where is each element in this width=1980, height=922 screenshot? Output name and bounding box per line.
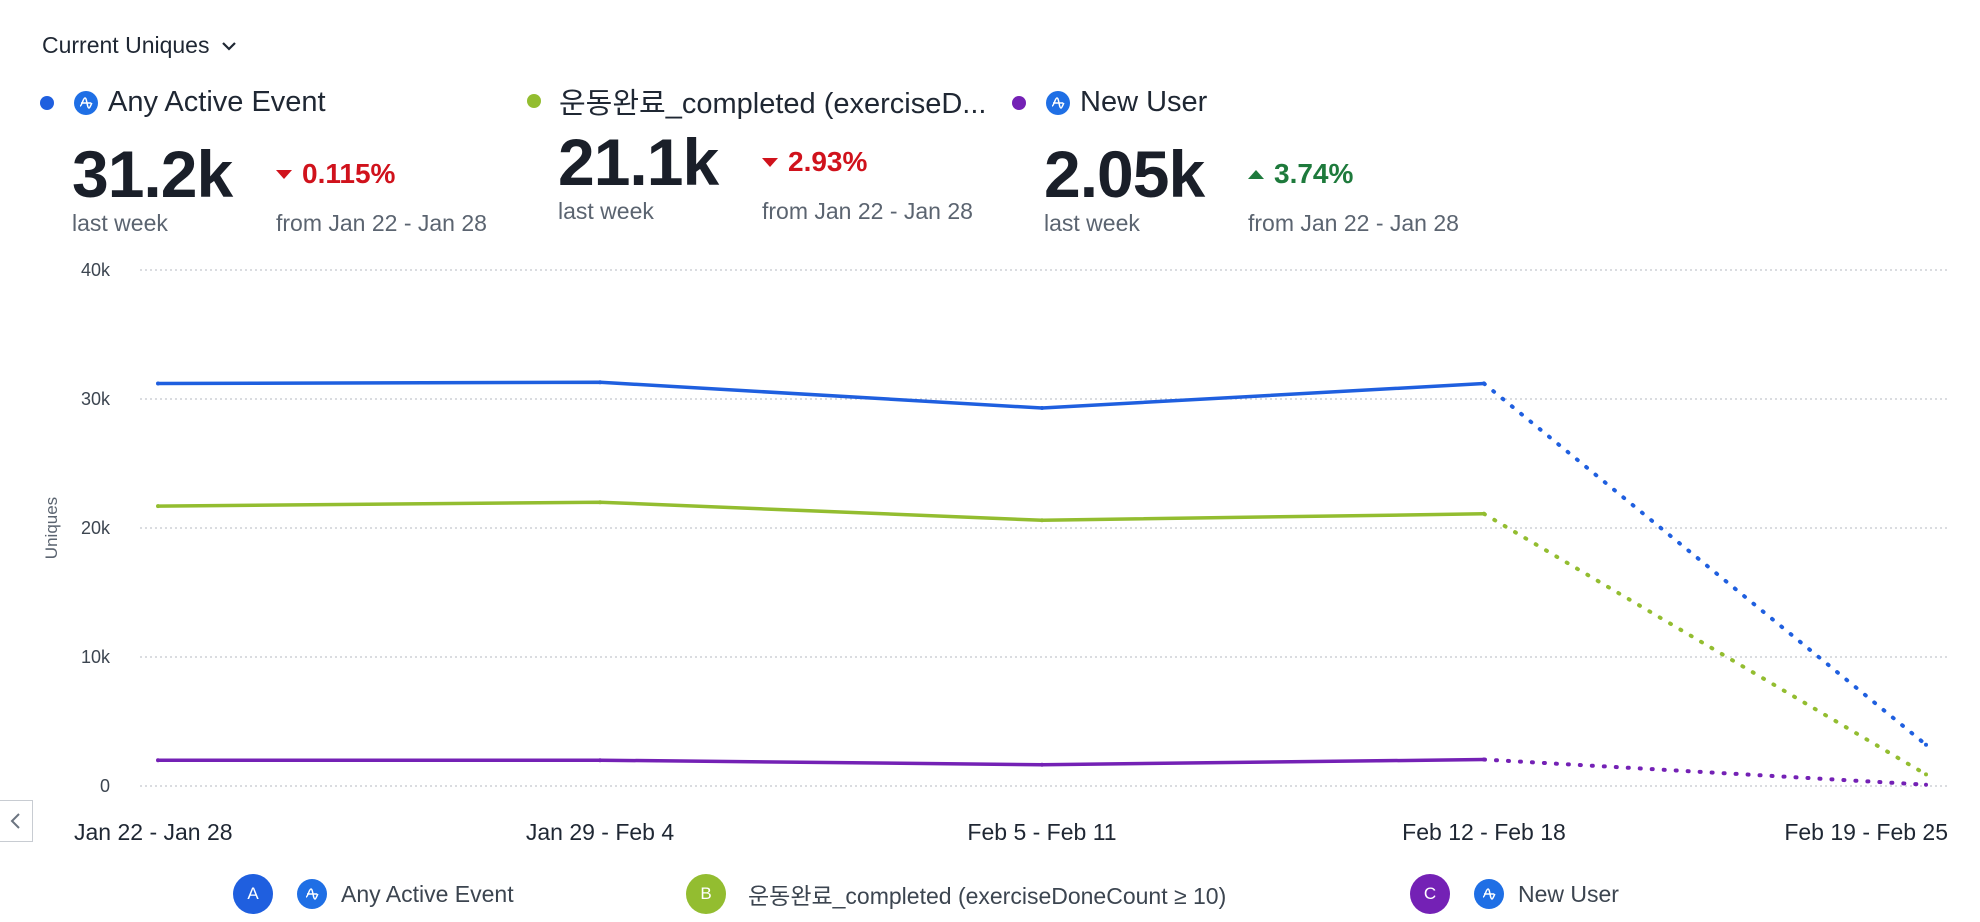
series-line (158, 757, 1485, 767)
legend-badge: C (1410, 874, 1450, 914)
data-point (598, 758, 602, 763)
data-point (1040, 406, 1044, 411)
summary-value: 31.2k (72, 137, 233, 211)
series-color-dot (40, 95, 54, 110)
legend-badge: B (686, 874, 726, 914)
series-line (157, 380, 1485, 410)
summary-delta: 3.74% (1248, 158, 1353, 190)
summary-compare: from Jan 22 - Jan 28 (762, 198, 973, 224)
series-incomplete-segment (1482, 381, 1928, 747)
summary-series-name: Any Active Event (108, 86, 326, 118)
summary-delta-value: 3.74% (1274, 158, 1354, 189)
data-point (156, 758, 160, 763)
y-tick-label: 20k (81, 518, 111, 538)
legend-label: Any Active Event (341, 880, 514, 907)
triangle-down-icon (762, 157, 778, 167)
metric-dropdown[interactable]: Current Uniques (42, 32, 239, 59)
legend-label: New User (1518, 880, 1619, 907)
y-tick-label: 10k (81, 647, 111, 667)
collapse-panel-button[interactable] (0, 800, 33, 842)
series-color-dot (527, 94, 541, 108)
metric-dropdown-label: Current Uniques (42, 32, 210, 58)
y-tick-label: 30k (81, 389, 111, 409)
data-point (1482, 381, 1486, 386)
y-axis-label: Uniques (42, 497, 61, 559)
data-point (1924, 782, 1928, 787)
x-tick-label: Jan 29 - Feb 4 (526, 819, 675, 845)
legend-item-a[interactable]: A Any Active Event (233, 874, 514, 914)
data-point (1482, 511, 1486, 516)
x-tick-label: Feb 19 - Feb 25 (1784, 819, 1948, 845)
summary-period: last week (72, 210, 168, 236)
data-point (598, 380, 602, 385)
chevron-down-icon (222, 41, 237, 51)
summary-value: 2.05k (1044, 137, 1205, 211)
summary-series-name: New User (1080, 86, 1208, 118)
summary-series-name: 운동완료_completed (exerciseD... (559, 88, 987, 120)
series-color-dot (1012, 95, 1026, 110)
summary-period: last week (1044, 210, 1140, 236)
triangle-up-icon (1248, 169, 1264, 179)
data-point (1040, 518, 1044, 523)
series-incomplete-segment (1482, 757, 1928, 787)
summary-value: 21.1k (558, 125, 719, 199)
y-tick-label: 0 (100, 776, 110, 796)
summary-delta: 0.115% (276, 158, 395, 190)
summary-delta: 2.93% (762, 146, 867, 178)
legend-item-c[interactable]: C New User (1410, 874, 1619, 914)
summary-header-any-active-event[interactable]: Any Active Event (40, 86, 326, 119)
legend-label: 운동완료_completed (exerciseDoneCount ≥ 10) (748, 883, 1227, 909)
data-point (598, 500, 602, 505)
x-tick-label: Feb 5 - Feb 11 (967, 819, 1116, 845)
summary-period: last week (558, 198, 654, 224)
series-line (157, 500, 1485, 523)
y-tick-label: 40k (81, 260, 111, 280)
summary-delta-value: 0.115% (302, 158, 396, 189)
data-point (1924, 742, 1928, 747)
summary-header-completed[interactable]: 운동완료_completed (exerciseD... (527, 80, 986, 122)
amplitude-event-icon (1046, 90, 1070, 115)
amplitude-event-icon (297, 879, 327, 909)
summary-compare: from Jan 22 - Jan 28 (1248, 210, 1459, 236)
data-point (1924, 772, 1928, 777)
legend-item-b[interactable]: B 운동완료_completed (exerciseDoneCount ≥ 10… (686, 874, 1226, 914)
summary-delta-value: 2.93% (788, 146, 868, 177)
series-incomplete-segment (1482, 511, 1928, 777)
chevron-left-icon (10, 813, 20, 829)
amplitude-event-icon (74, 90, 98, 115)
x-tick-label: Jan 22 - Jan 28 (74, 819, 233, 845)
amplitude-event-icon (1474, 879, 1504, 909)
summary-compare: from Jan 22 - Jan 28 (276, 210, 487, 236)
data-point (156, 381, 160, 386)
data-point (1482, 757, 1486, 762)
line-chart[interactable]: 0 10k 20k 30k 40k Uniques Jan 22 - Jan 28 Jan 2… (0, 250, 1980, 860)
triangle-down-icon (276, 169, 292, 179)
legend-badge: A (233, 874, 273, 914)
data-point (156, 504, 160, 509)
data-point (1040, 762, 1044, 767)
x-tick-label: Feb 12 - Feb 18 (1402, 819, 1566, 845)
summary-header-new-user[interactable]: New User (1012, 86, 1207, 119)
